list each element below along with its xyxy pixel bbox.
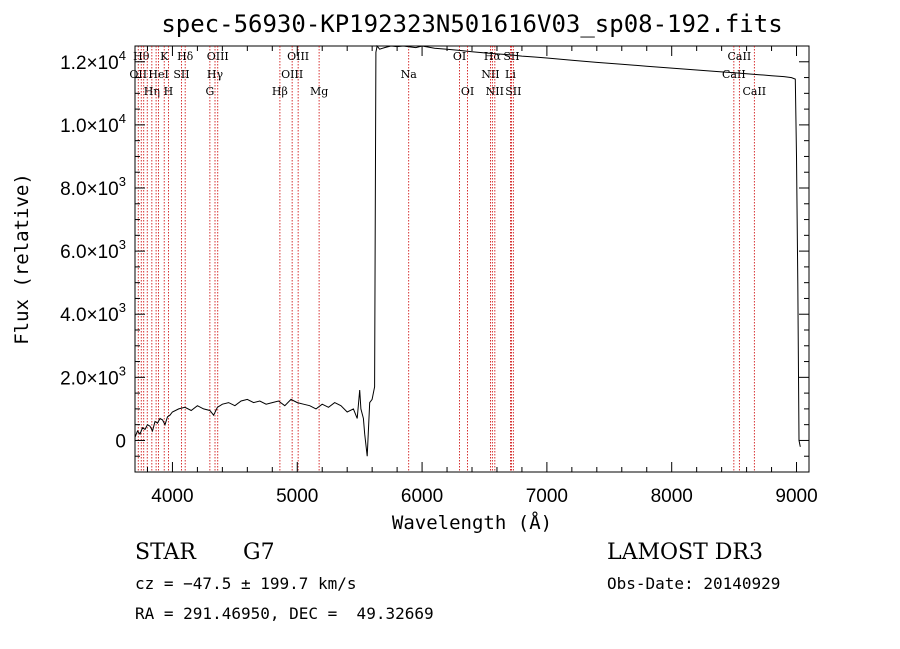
emission-line-markers: OII Hθ Hη HeI K H SII Hδ G Hγ OIII Hβ OIII OIII Mg Na OI… [129, 46, 766, 472]
emission-line-label: OIII [207, 50, 229, 63]
emission-line-label: NII [481, 68, 499, 81]
emission-line-label: H [164, 85, 174, 98]
emission-line-label: NII [486, 85, 504, 98]
y-tick-label: 1.0×104 [60, 111, 126, 137]
emission-line-label: HeI [148, 68, 168, 81]
plot-frame [134, 45, 810, 473]
emission-line-label: Hθ [133, 50, 150, 63]
chart-title: spec-56930-KP192323N501616V03_sp08-192.f… [161, 10, 782, 38]
observation-date: Obs-Date: 20140929 [607, 574, 781, 593]
spectrum-line [134, 44, 801, 457]
emission-line-label: Hγ [207, 68, 224, 81]
emission-line-label: CaII [728, 50, 752, 63]
x-tick-label: 9000 [775, 486, 817, 507]
emission-line-label: Hη [144, 85, 160, 98]
emission-line-label: SII [505, 85, 521, 98]
ra-dec: RA = 291.46950, DEC = 49.32669 [135, 604, 434, 623]
emission-line-label: SII [173, 68, 189, 81]
x-tick-label: 8000 [651, 486, 693, 507]
survey-name: LAMOST DR3 [607, 540, 763, 565]
emission-line-label: OIII [281, 68, 303, 81]
y-tick-label: 1.2×104 [60, 48, 126, 74]
x-axis: 4000 5000 6000 7000 8000 9000 [146, 46, 818, 507]
emission-line-label: K [160, 50, 169, 63]
y-tick-exponent: 3 [119, 174, 126, 189]
redshift-velocity: cz = −47.5 ± 199.7 km/s [135, 574, 357, 593]
emission-line-label: CaII [722, 68, 746, 81]
y-tick-exponent: 4 [119, 48, 126, 63]
emission-line-label: Hβ [272, 85, 288, 98]
y-axis-label: Flux (relative) [11, 173, 33, 345]
x-tick-label: 5000 [276, 486, 318, 507]
x-tick-label: 4000 [151, 486, 193, 507]
emission-line-label: Hα [484, 50, 502, 63]
y-tick-label: 2.0×103 [60, 363, 126, 389]
emission-line-label: SII [503, 50, 519, 63]
emission-line-label: Mg [310, 85, 328, 98]
y-axis: 0 2.0×103 4.0×103 6.0×103 8.0×103 1.0×104 1.2×… [60, 45, 809, 457]
object-class: STAR [135, 540, 196, 565]
emission-line-label: G [205, 85, 214, 98]
x-tick-label: 7000 [526, 486, 568, 507]
y-tick-exponent: 3 [119, 237, 126, 252]
emission-line-label: OIII [287, 50, 309, 63]
emission-line-label: OI [453, 50, 466, 63]
y-tick-label: 4.0×103 [60, 300, 126, 326]
emission-line-label: Hδ [177, 50, 194, 63]
x-axis-label: Wavelength (Å) [392, 511, 552, 534]
emission-line-label: CaII [742, 85, 766, 98]
y-tick-exponent: 4 [119, 111, 126, 126]
emission-line-label: Na [401, 68, 418, 81]
y-tick-label: 6.0×103 [60, 237, 126, 263]
emission-line-label: Li [505, 68, 516, 81]
x-tick-label: 6000 [401, 486, 443, 507]
y-tick-exponent: 3 [119, 300, 126, 315]
emission-line-label: OII [129, 68, 147, 81]
y-tick-exponent: 3 [119, 363, 126, 378]
y-tick-label: 8.0×103 [60, 174, 126, 200]
object-subclass: G7 [243, 540, 275, 565]
emission-line-label: OI [461, 85, 474, 98]
y-tick-label: 0 [115, 431, 126, 452]
